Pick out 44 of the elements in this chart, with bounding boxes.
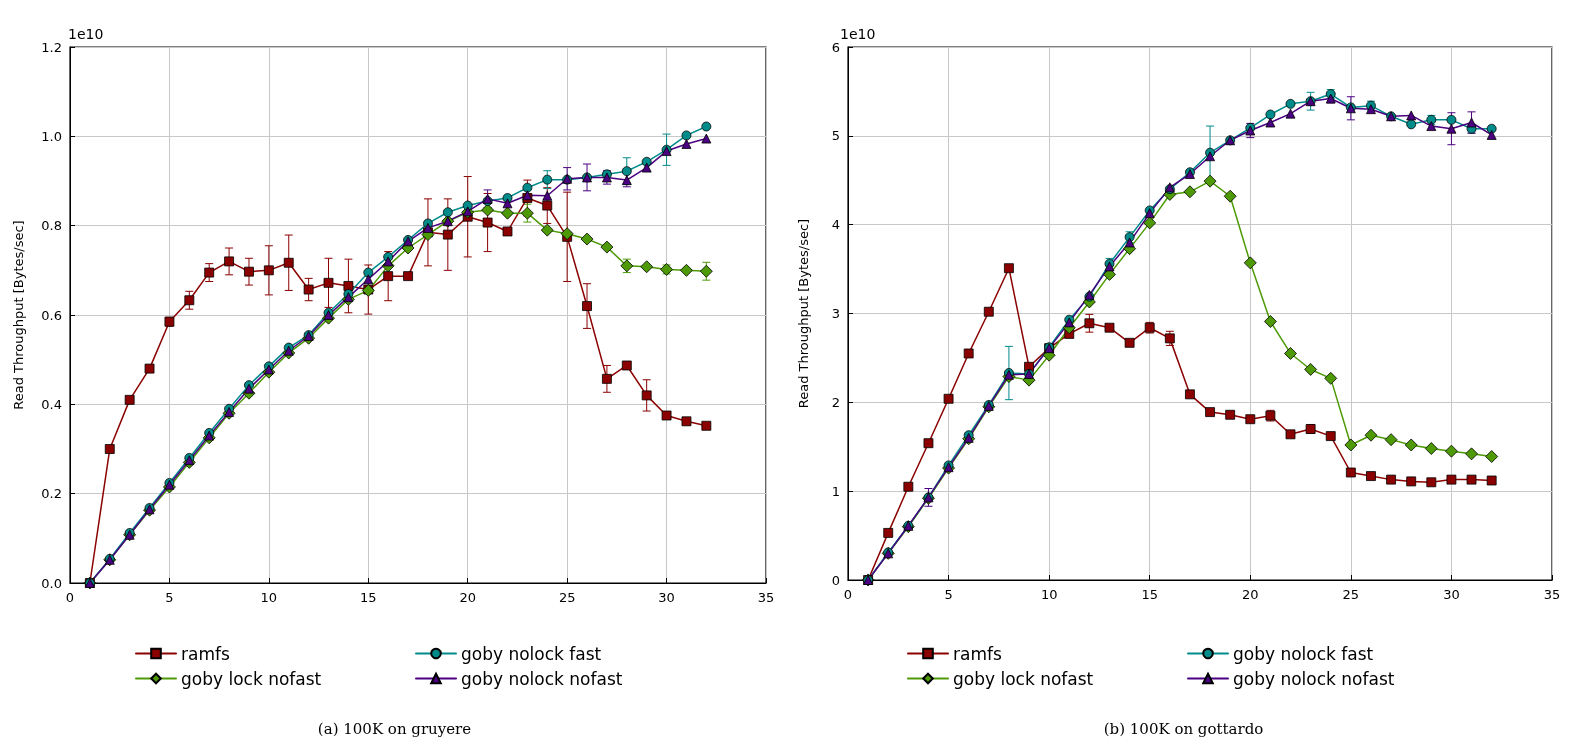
legend-label: ramfs bbox=[953, 643, 1002, 664]
y-tick-label: 0.6 bbox=[41, 307, 62, 323]
y-axis-title: Read Throughput [Bytes/sec] bbox=[11, 220, 26, 410]
text: (b) 100K on gottardo bbox=[1103, 719, 1264, 738]
x-tick-label: 35 bbox=[757, 590, 775, 605]
x-tick-label: 10 bbox=[1040, 587, 1058, 602]
legend-label: ramfs bbox=[181, 643, 230, 664]
text: 1e10 bbox=[68, 26, 104, 42]
x-tick-label: 25 bbox=[558, 590, 576, 605]
x-tick-label: 30 bbox=[658, 590, 675, 605]
x-tick-label: 20 bbox=[459, 590, 476, 605]
y-tick-label: 4 bbox=[831, 217, 840, 233]
x-tick-label: 0 bbox=[843, 587, 853, 602]
y-tick-label: 0 bbox=[831, 572, 840, 588]
x-tick-label: 5 bbox=[944, 587, 953, 602]
y-tick-label: 0.4 bbox=[41, 396, 62, 412]
x-tick-label: 30 bbox=[1443, 587, 1460, 602]
x-tick-label: 25 bbox=[1342, 587, 1360, 602]
x-tick-label: 0 bbox=[65, 590, 75, 605]
legend-label: goby nolock nofast bbox=[1233, 668, 1395, 689]
y-tick-label: 2 bbox=[831, 394, 840, 410]
x-tick-label: 15 bbox=[1141, 587, 1158, 602]
y-tick-label: 0.2 bbox=[41, 486, 62, 502]
x-tick-label: 10 bbox=[260, 590, 278, 605]
x-tick-label: 5 bbox=[165, 590, 174, 605]
y-tick-label: 0.0 bbox=[41, 575, 62, 591]
y-tick-label: 1.2 bbox=[41, 39, 62, 55]
y-axis-title: Read Throughput [Bytes/sec] bbox=[796, 218, 811, 409]
x-tick-label: 20 bbox=[1242, 587, 1259, 602]
y-tick-label: 0.8 bbox=[41, 218, 62, 234]
legend-label: goby lock nofast bbox=[953, 668, 1094, 689]
y-tick-label: 1 bbox=[831, 483, 840, 499]
y-tick-label: 1.0 bbox=[41, 128, 62, 144]
y-tick-label: 6 bbox=[831, 39, 840, 55]
x-tick-label: 35 bbox=[1543, 587, 1561, 602]
legend-label: goby lock nofast bbox=[181, 668, 322, 689]
legend-label: goby nolock fast bbox=[461, 643, 602, 664]
x-tick-label: 15 bbox=[360, 590, 377, 605]
legend-label: goby nolock fast bbox=[1233, 643, 1374, 664]
y-tick-label: 5 bbox=[831, 128, 840, 144]
legend-label: goby nolock nofast bbox=[461, 668, 623, 689]
text: 1e10 bbox=[840, 26, 876, 42]
text: (a) 100K on gruyere bbox=[317, 719, 472, 738]
y-tick-label: 3 bbox=[831, 306, 840, 321]
